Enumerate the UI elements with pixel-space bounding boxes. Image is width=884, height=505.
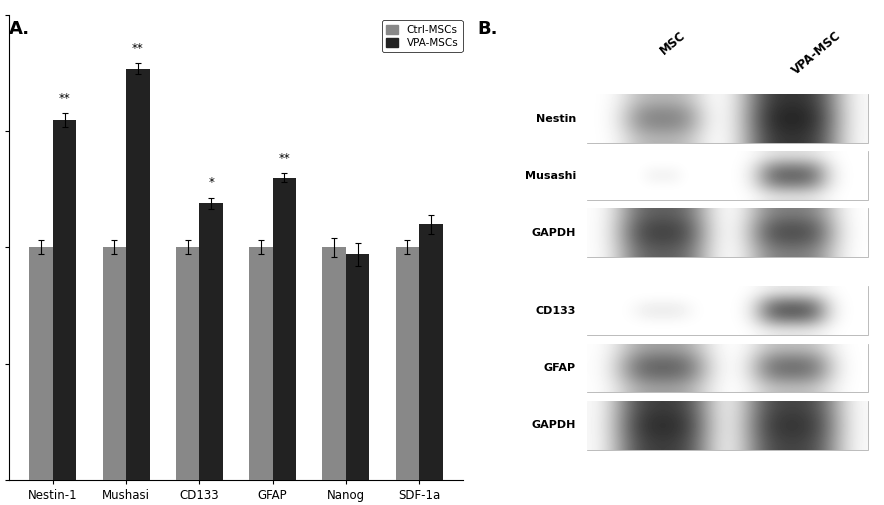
Bar [587, 94, 867, 143]
Text: GAPDH: GAPDH [531, 228, 576, 238]
Text: VPA-MSC: VPA-MSC [789, 29, 843, 77]
Bar [29, 247, 53, 480]
Legend: Ctrl-MSCs, VPA-MSCs: Ctrl-MSCs, VPA-MSCs [382, 20, 462, 53]
Bar [587, 286, 867, 335]
Bar [587, 152, 867, 200]
Text: CD133: CD133 [536, 306, 576, 316]
Bar [272, 178, 296, 480]
Bar [176, 247, 200, 480]
Text: Nestin: Nestin [536, 114, 576, 124]
Bar [200, 204, 223, 480]
Bar [587, 401, 867, 449]
Text: **: ** [132, 41, 144, 55]
Bar [419, 224, 443, 480]
Bar [53, 120, 76, 480]
Bar [323, 247, 346, 480]
Text: MSC: MSC [658, 29, 688, 58]
Bar [249, 247, 272, 480]
Bar [103, 247, 126, 480]
Text: **: ** [58, 91, 71, 105]
Bar [587, 209, 867, 257]
Text: A.: A. [9, 20, 30, 38]
Text: GAPDH: GAPDH [531, 420, 576, 430]
Text: B.: B. [477, 20, 498, 38]
Text: Musashi: Musashi [525, 171, 576, 181]
Bar [396, 247, 419, 480]
Text: **: ** [278, 152, 290, 165]
Bar [346, 255, 370, 480]
Bar [126, 69, 149, 480]
Text: *: * [209, 176, 214, 189]
Text: GFAP: GFAP [544, 363, 576, 373]
Bar [587, 343, 867, 392]
